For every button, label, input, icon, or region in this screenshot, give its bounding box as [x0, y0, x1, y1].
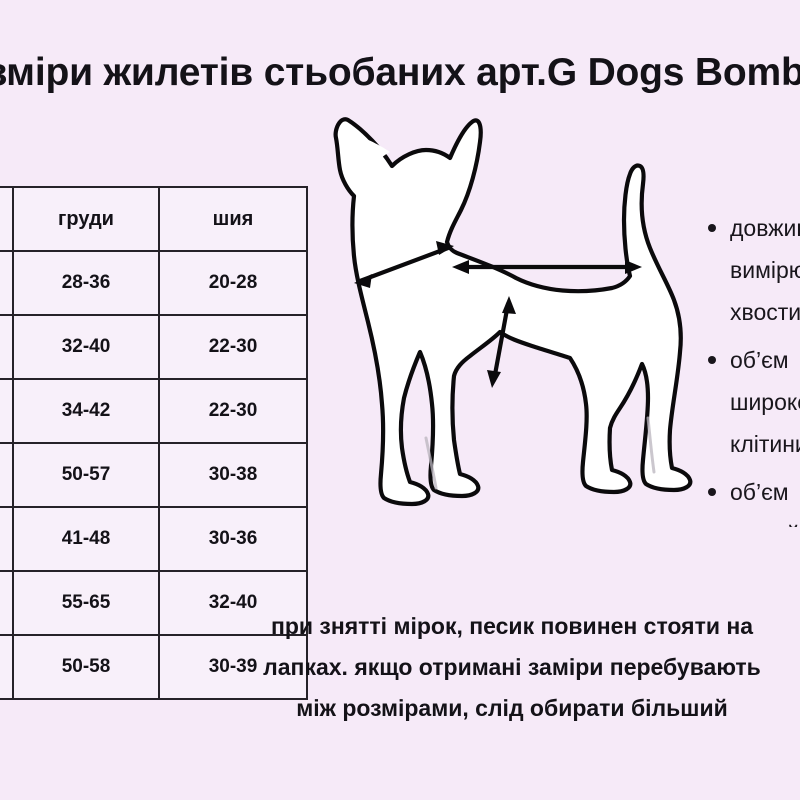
dog-measurement-illustration	[330, 108, 702, 532]
bullet-icon	[708, 488, 716, 496]
dog-front-leg-line-path	[646, 416, 656, 474]
footnote-block: при знятті мірок, песик повинен стояти н…	[0, 606, 800, 726]
list-item: об’єм широкому клітини	[700, 339, 800, 465]
cell-length: 44-48	[0, 634, 14, 700]
cell-length: 32-36	[0, 442, 14, 508]
note-line: об’єм	[730, 347, 789, 373]
chest-girth-arrow	[487, 296, 516, 388]
size-table: довжина груди шия 20-24 28-36 20-28 24-2…	[0, 186, 308, 700]
cell-chest: 41-48	[12, 506, 160, 572]
cell-length: 40-44	[0, 570, 14, 636]
note-line: хвостика	[730, 299, 800, 325]
cell-chest: 50-58	[12, 634, 160, 700]
neck-girth-arrow	[354, 241, 454, 288]
column-header-chest: груди	[12, 186, 160, 252]
note-line: клітини	[730, 431, 800, 457]
bullet-icon	[708, 356, 716, 364]
cell-neck: 22-30	[158, 314, 308, 380]
table-row: 44-48 50-58 30-39	[0, 634, 308, 700]
note-line: вимірюється	[730, 257, 800, 283]
note-line: широкому	[730, 389, 800, 415]
note-line: довжина	[730, 215, 800, 241]
footnote-line: при знятті мірок, песик повинен стояти н…	[270, 613, 754, 639]
cell-neck: 30-38	[158, 442, 308, 508]
table-row: 20-24 28-36 20-28	[0, 250, 308, 316]
cell-chest: 32-40	[12, 314, 160, 380]
list-item: об’єм нашийника	[700, 471, 800, 527]
cell-chest: 50-57	[12, 442, 160, 508]
dog-rear-leg-line-path	[424, 436, 438, 490]
cell-neck: 30-39	[158, 634, 308, 700]
footnote-line: лапках. якщо отримані заміри перебувають	[263, 654, 761, 680]
cell-chest: 34-42	[12, 378, 160, 444]
measurement-notes-list: довжина вимірюється хвостика об’єм широк…	[700, 207, 800, 527]
footnote-line: між розмірами, слід обирати більший	[296, 695, 728, 721]
dog-ear-left-inner-path	[344, 134, 390, 174]
list-item: довжина вимірюється хвостика	[700, 207, 800, 333]
back-length-arrow	[452, 260, 642, 274]
table-row: 32-36 50-57 30-38	[0, 442, 308, 508]
cell-length: 36-40	[0, 506, 14, 572]
table-row: 24-28 32-40 22-30	[0, 314, 308, 380]
table-row: 36-40 41-48 30-36	[0, 506, 308, 572]
title-bar: Розміри жилетів стьобаних арт.G Dogs Bom…	[0, 44, 800, 106]
page-title: Розміри жилетів стьобаних арт.G Dogs Bom…	[0, 51, 800, 94]
cell-neck: 20-28	[158, 250, 308, 316]
note-line: об’єм	[730, 479, 789, 505]
column-header-neck: шия	[158, 186, 308, 252]
cell-length: 20-24	[0, 250, 14, 316]
cell-neck: 32-40	[158, 570, 308, 636]
bullet-icon	[708, 224, 716, 232]
table-row: 40-44 55-65 32-40	[0, 570, 308, 636]
size-table-container: довжина груди шия 20-24 28-36 20-28 24-2…	[0, 186, 308, 700]
note-line: нашийника	[730, 521, 800, 527]
cell-chest: 28-36	[12, 250, 160, 316]
cell-length: 24-28	[0, 314, 14, 380]
cell-neck: 30-36	[158, 506, 308, 572]
table-row: 28-32 34-42 22-30	[0, 378, 308, 444]
cell-length: 28-32	[0, 378, 14, 444]
table-header-row: довжина груди шия	[0, 186, 308, 252]
cell-chest: 55-65	[12, 570, 160, 636]
cell-neck: 22-30	[158, 378, 308, 444]
column-header-length: довжина	[0, 186, 14, 252]
